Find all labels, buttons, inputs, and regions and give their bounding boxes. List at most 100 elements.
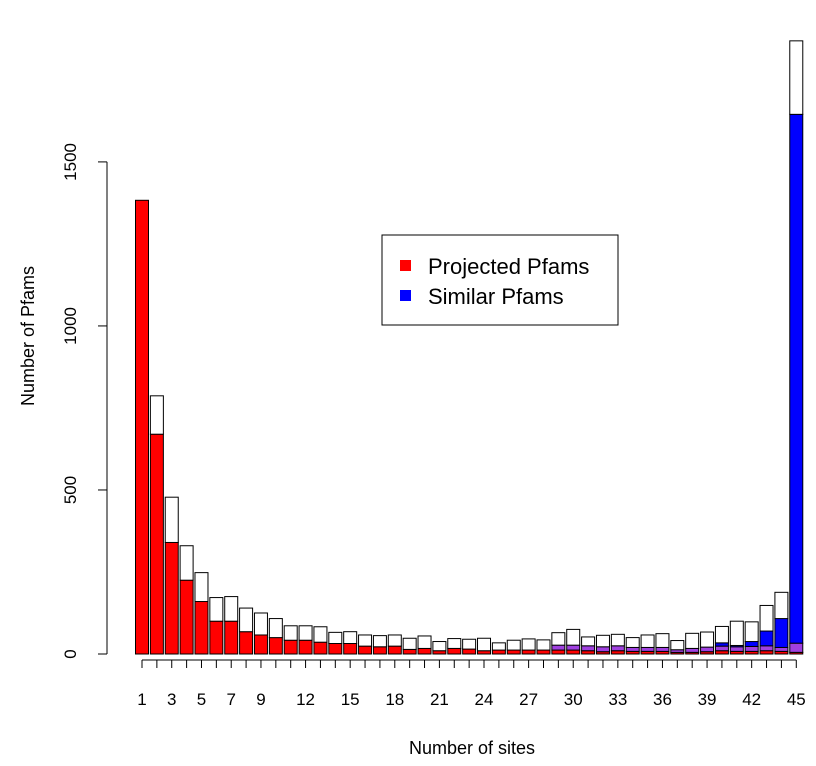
y-tick-label-1000: 1000 <box>61 307 80 345</box>
legend-label-0: Projected Pfams <box>428 254 589 279</box>
bar-segment-36-s1 <box>655 646 670 652</box>
bar-segment-10-s0 <box>268 637 283 655</box>
bar-segment-11-s0 <box>283 639 298 655</box>
bar-segment-14-s3 <box>328 631 343 644</box>
bar-segment-4-s3 <box>179 545 194 581</box>
bar-segment-9-s3 <box>253 612 268 636</box>
bar-segment-30-s3 <box>566 628 581 646</box>
x-axis: 1 3 5 7 9 12 15 18 21 24 27 30 33 36 39 42 45 <box>137 659 806 709</box>
x-tick-label-5: 5 <box>197 690 206 709</box>
bar-segment-30-s1 <box>566 644 581 651</box>
legend: Projected Pfams Similar Pfams <box>381 234 619 326</box>
legend-swatch-1 <box>400 290 411 301</box>
bar-segment-32-s3 <box>595 634 610 648</box>
legend-label-1: Similar Pfams <box>428 284 564 309</box>
bar-segment-12-s3 <box>298 625 313 641</box>
x-tick-label-27: 27 <box>519 690 538 709</box>
bar-segment-17-s0 <box>372 646 387 655</box>
bar-segment-18-s3 <box>387 634 402 647</box>
bar-segment-5-s3 <box>194 572 209 603</box>
x-tick-label-24: 24 <box>475 690 494 709</box>
bar-segment-36-s3 <box>655 633 670 648</box>
x-tick-label-18: 18 <box>385 690 404 709</box>
y-tick-label-500: 500 <box>61 476 80 504</box>
bar-segment-22-s0 <box>447 647 462 655</box>
x-tick-label-45: 45 <box>787 690 806 709</box>
bar-segment-12-s0 <box>298 639 313 655</box>
bar-segment-33-s1 <box>610 645 625 652</box>
bar-segment-28-s3 <box>536 639 551 651</box>
bar-segment-38-s1 <box>685 647 700 653</box>
bar-segment-29-s0 <box>551 649 566 655</box>
bar-segment-24-s3 <box>477 637 492 652</box>
bar-segment-20-s0 <box>417 647 432 655</box>
bar-segment-40-s2 <box>714 642 729 647</box>
y-tick-label-1500: 1500 <box>61 143 80 181</box>
bar-segment-21-s3 <box>432 641 447 652</box>
bar-segment-35-s3 <box>640 634 655 648</box>
bar-segment-44-s3 <box>774 591 789 620</box>
bar-segment-35-s1 <box>640 646 655 652</box>
bar-segment-25-s3 <box>491 642 506 651</box>
x-axis-title: Number of sites <box>409 738 535 758</box>
bar-segment-27-s3 <box>521 638 536 651</box>
x-tick-label-1: 1 <box>137 690 146 709</box>
bar-segment-19-s0 <box>402 648 417 655</box>
legend-swatch-0 <box>400 260 411 271</box>
bar-segment-17-s3 <box>372 635 387 648</box>
bar-segment-42-s2 <box>744 641 759 647</box>
bar-segment-16-s3 <box>358 634 373 647</box>
bar-segment-31-s3 <box>581 636 596 647</box>
bar-segment-45-s3 <box>789 40 804 115</box>
bar-segment-5-s0 <box>194 601 209 655</box>
y-tick-label-0: 0 <box>61 649 80 658</box>
bar-segment-32-s1 <box>595 646 610 653</box>
bar-segment-18-s0 <box>387 645 402 655</box>
bar-segment-13-s3 <box>313 626 328 643</box>
y-axis: 0 500 1000 1500 <box>61 143 108 659</box>
bar-segment-42-s1 <box>744 645 759 652</box>
x-tick-label-39: 39 <box>698 690 717 709</box>
bar-segment-33-s3 <box>610 633 625 647</box>
bar-segment-45-s1 <box>789 642 804 653</box>
bar-segment-10-s3 <box>268 618 283 639</box>
bar-segment-19-s3 <box>402 637 417 650</box>
x-tick-label-9: 9 <box>256 690 265 709</box>
bar-segment-29-s3 <box>551 632 566 646</box>
x-tick-label-36: 36 <box>653 690 672 709</box>
x-tick-label-7: 7 <box>226 690 235 709</box>
bar-segment-1-s0 <box>135 199 149 655</box>
bars-group <box>135 40 804 655</box>
bar-segment-2-s0 <box>149 433 164 655</box>
bar-segment-13-s0 <box>313 641 328 655</box>
bar-segment-26-s3 <box>506 639 521 651</box>
bar-segment-45-s2 <box>789 113 804 644</box>
bar-segment-9-s0 <box>253 634 268 655</box>
x-tick-label-30: 30 <box>564 690 583 709</box>
bar-segment-41-s1 <box>729 646 744 652</box>
bar-segment-11-s3 <box>283 625 298 641</box>
bar-segment-39-s1 <box>700 646 715 653</box>
bar-segment-20-s3 <box>417 635 432 649</box>
x-tick-label-15: 15 <box>341 690 360 709</box>
bar-segment-40-s3 <box>714 625 729 644</box>
bar-segment-31-s1 <box>581 645 596 652</box>
x-tick-label-3: 3 <box>167 690 176 709</box>
bar-segment-41-s3 <box>729 620 744 646</box>
bar-segment-28-s0 <box>536 649 551 655</box>
bar-segment-29-s1 <box>551 644 566 651</box>
x-tick-label-12: 12 <box>296 690 315 709</box>
x-tick-label-33: 33 <box>608 690 627 709</box>
bar-segment-14-s0 <box>328 643 343 655</box>
bar-segment-37-s3 <box>670 640 685 651</box>
bar-segment-34-s1 <box>625 646 640 652</box>
bar-segment-44-s1 <box>774 646 789 652</box>
bar-segment-27-s0 <box>521 649 536 655</box>
bar-segment-43-s3 <box>759 604 774 632</box>
bar-segment-15-s3 <box>343 631 358 645</box>
bar-segment-38-s3 <box>685 632 700 649</box>
bar-segment-6-s0 <box>209 620 224 655</box>
bar-segment-43-s2 <box>759 630 774 647</box>
bar-segment-42-s3 <box>744 621 759 643</box>
